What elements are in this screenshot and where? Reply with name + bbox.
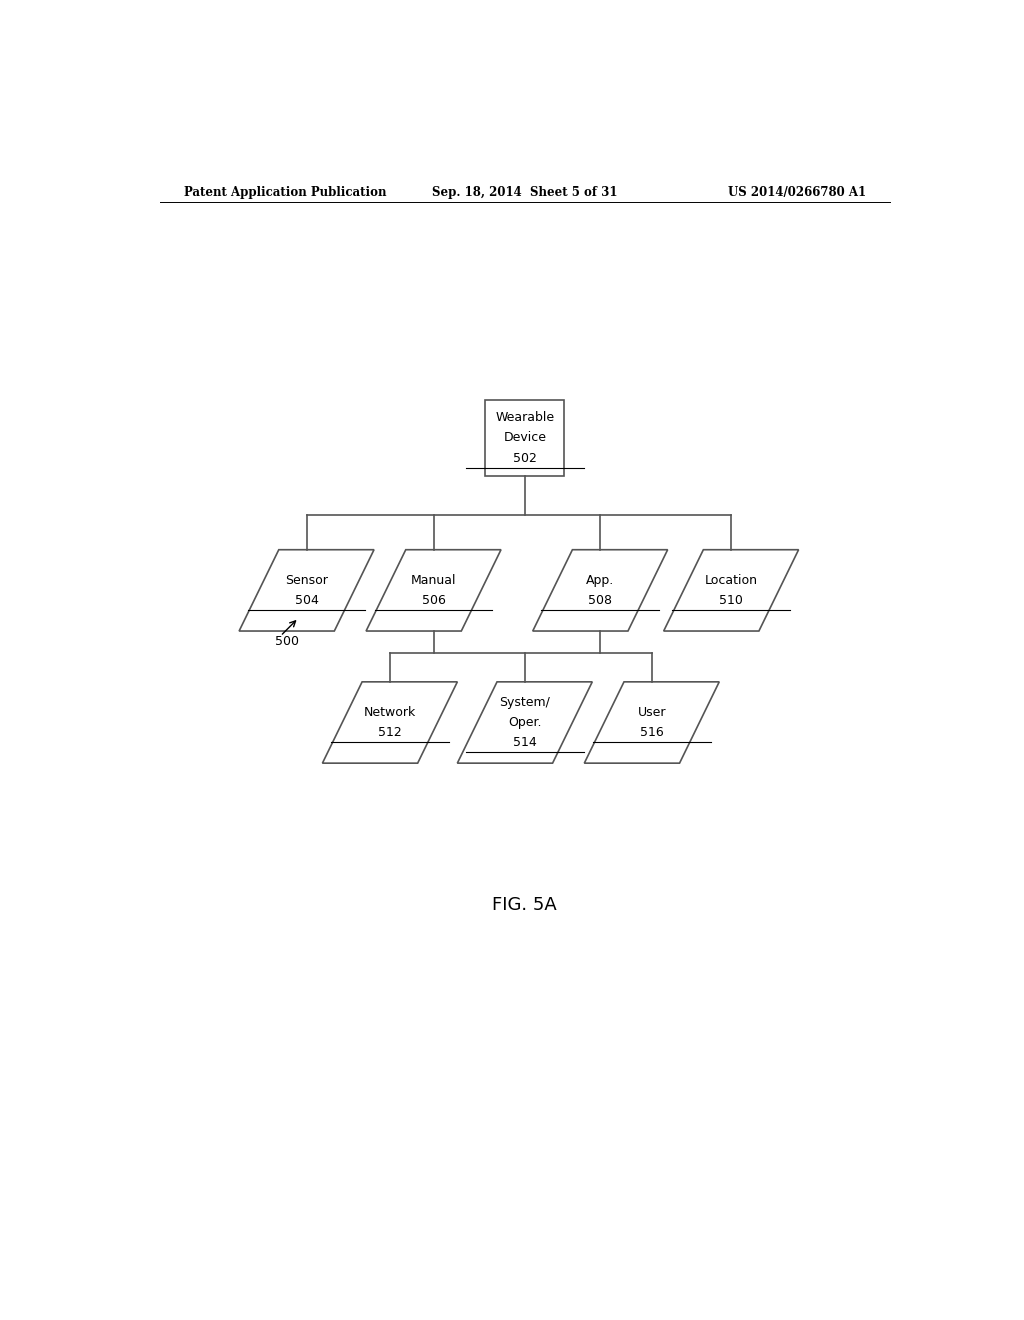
Text: FIG. 5A: FIG. 5A bbox=[493, 896, 557, 915]
Text: Patent Application Publication: Patent Application Publication bbox=[183, 186, 386, 199]
Text: System/: System/ bbox=[500, 696, 550, 709]
Text: 502: 502 bbox=[513, 451, 537, 465]
Text: Location: Location bbox=[705, 574, 758, 586]
Text: App.: App. bbox=[586, 574, 614, 586]
Text: Oper.: Oper. bbox=[508, 715, 542, 729]
Text: 504: 504 bbox=[295, 594, 318, 607]
Text: 500: 500 bbox=[274, 635, 299, 648]
Text: Sep. 18, 2014  Sheet 5 of 31: Sep. 18, 2014 Sheet 5 of 31 bbox=[432, 186, 617, 199]
Text: 512: 512 bbox=[378, 726, 401, 739]
Text: User: User bbox=[638, 706, 666, 719]
Text: Wearable: Wearable bbox=[496, 411, 554, 424]
Text: US 2014/0266780 A1: US 2014/0266780 A1 bbox=[728, 186, 866, 199]
Text: 514: 514 bbox=[513, 737, 537, 750]
Text: Sensor: Sensor bbox=[285, 574, 328, 586]
Text: Manual: Manual bbox=[411, 574, 457, 586]
Text: Network: Network bbox=[364, 706, 416, 719]
Text: 508: 508 bbox=[588, 594, 612, 607]
Text: 516: 516 bbox=[640, 726, 664, 739]
Text: Device: Device bbox=[504, 432, 546, 445]
Text: 510: 510 bbox=[719, 594, 743, 607]
Text: 506: 506 bbox=[422, 594, 445, 607]
